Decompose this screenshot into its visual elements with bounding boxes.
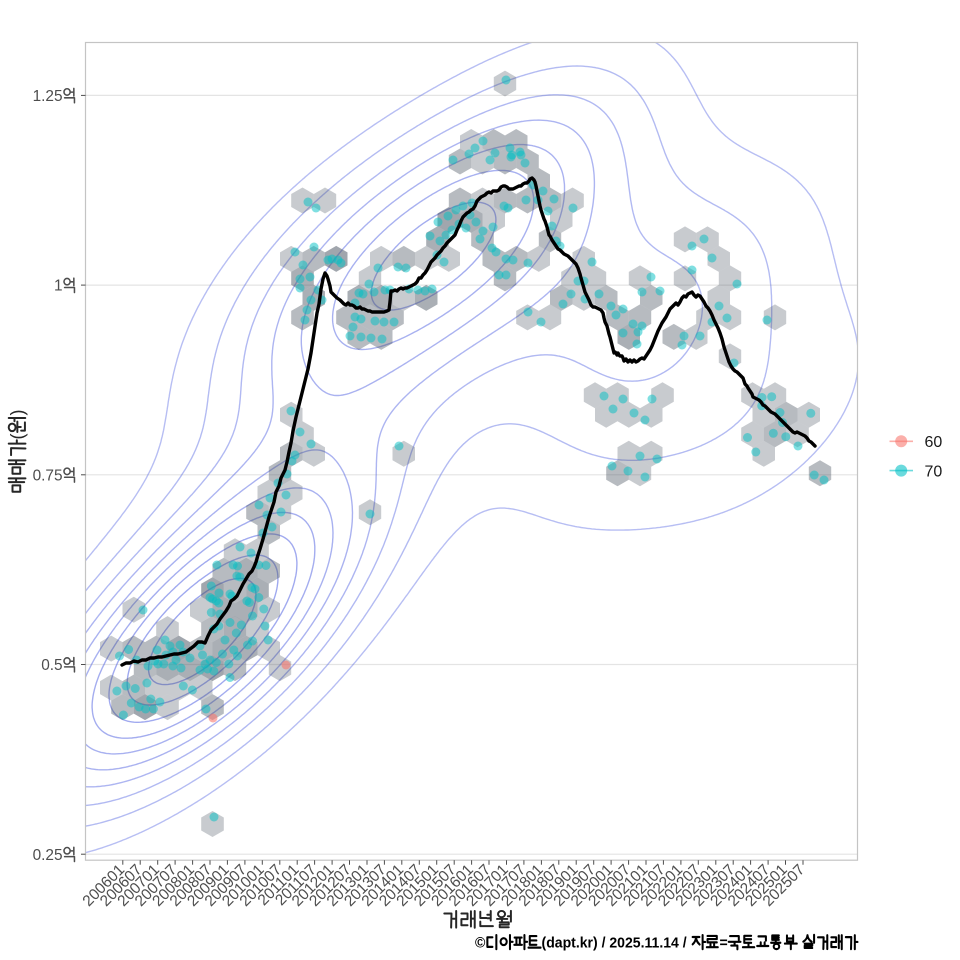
- svg-text:0.5: 0.5: [41, 657, 62, 674]
- svg-text:0.25: 0.25: [33, 847, 63, 864]
- svg-text:60: 60: [925, 434, 943, 451]
- svg-text:0.75: 0.75: [33, 467, 63, 484]
- svg-text:(: (: [8, 434, 28, 440]
- svg-text:(dapt.kr) / 2025.11.14 /: (dapt.kr) / 2025.11.14 /: [542, 935, 687, 952]
- svg-text:1.25: 1.25: [33, 88, 63, 105]
- svg-text:©: ©: [475, 935, 486, 952]
- svg-text:70: 70: [925, 463, 943, 480]
- svg-text:=: =: [719, 935, 727, 952]
- svg-text:1: 1: [54, 278, 63, 295]
- svg-text:): ): [8, 410, 28, 416]
